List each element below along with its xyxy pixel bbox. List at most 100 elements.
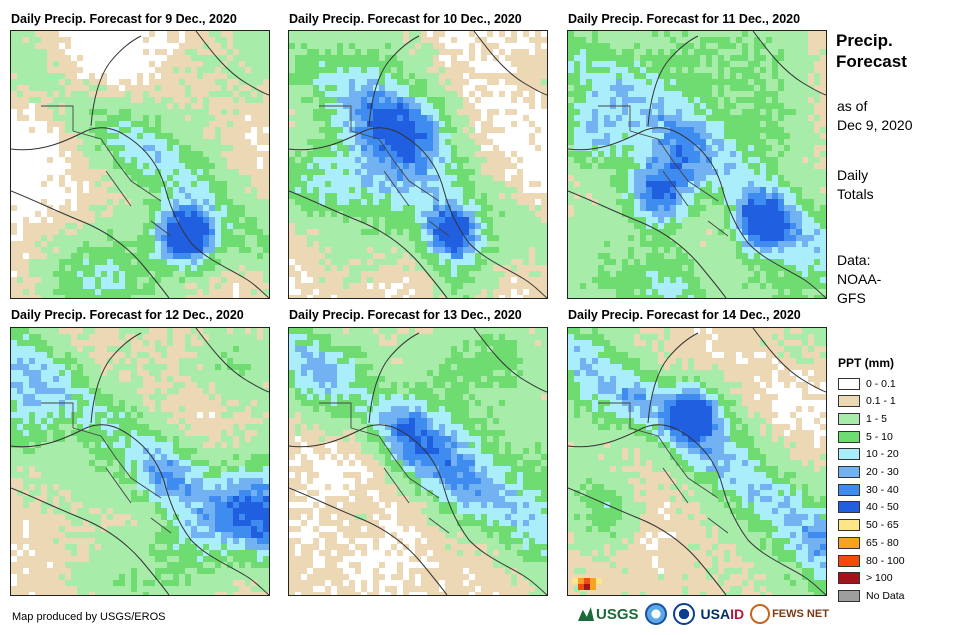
precip-cell [628,109,634,115]
precip-cell [367,61,373,67]
precip-cell [331,259,337,265]
precip-cell [592,115,598,121]
precip-cell [239,73,245,79]
precip-cell [706,217,712,223]
precip-cell [598,217,604,223]
precip-cell [95,283,101,289]
precip-cell [742,43,748,49]
precip-cell [730,103,736,109]
precip-cell [385,67,391,73]
precip-cell [149,223,155,229]
precip-cell [598,181,604,187]
precip-cell [313,163,319,169]
precip-cell [718,217,724,223]
precip-cell [640,103,646,109]
precip-cell [307,109,313,115]
precip-cell [221,187,227,193]
precip-cell [373,43,379,49]
precip-cell [221,73,227,79]
precip-cell [427,139,433,145]
precip-cell [670,139,676,145]
precip-cell [197,43,203,49]
precip-cell [367,175,373,181]
precip-cell [77,247,83,253]
precip-cell [802,37,808,43]
precip-cell [263,163,269,169]
precip-cell [331,253,337,259]
precip-cell [233,175,239,181]
precip-cell [35,211,41,217]
precip-cell [730,241,736,247]
precip-cell [191,145,197,151]
precip-cell [101,217,107,223]
precip-cell [257,97,263,103]
precip-cell [161,193,167,199]
precip-cell [568,193,574,199]
precip-cell [361,151,367,157]
precip-cell [475,205,481,211]
precip-cell [421,115,427,121]
precip-cell [670,169,676,175]
precip-cell [688,103,694,109]
precip-cell [289,157,295,163]
precip-cell [523,271,529,277]
precip-cell [529,211,535,217]
precip-cell [730,37,736,43]
precip-cell [319,31,325,37]
precip-cell [634,55,640,61]
precip-cell [640,187,646,193]
precip-cell [439,145,445,151]
precip-cell [646,229,652,235]
precip-cell [131,193,137,199]
precip-cell [143,97,149,103]
precip-cell [131,121,137,127]
precip-cell [403,139,409,145]
precip-cell [47,55,53,61]
precip-cell [173,235,179,241]
precip-cell [682,253,688,259]
precip-cell [469,31,475,37]
precip-cell [47,211,53,217]
precip-cell [433,169,439,175]
precip-cell [367,49,373,55]
precip-cell [343,241,349,247]
precip-cell [203,43,209,49]
precip-cell [574,163,580,169]
precip-cell [337,223,343,229]
precip-cell [367,55,373,61]
precip-cell [385,97,391,103]
precip-cell [814,193,820,199]
precip-cell [367,151,373,157]
precip-cell [191,199,197,205]
precip-cell [718,235,724,241]
precip-cell [131,163,137,169]
precip-cell [541,217,547,223]
precip-cell [349,235,355,241]
precip-cell [17,31,23,37]
precip-cell [748,31,754,37]
precip-cell [616,163,622,169]
precip-cell [730,61,736,67]
precip-cell [101,97,107,103]
precip-cell [700,217,706,223]
precip-cell [760,31,766,37]
precip-cell [349,211,355,217]
precip-cell [433,61,439,67]
precip-cell [373,97,379,103]
precip-cell [421,31,427,37]
precip-cell [646,247,652,253]
precip-cell [197,217,203,223]
precip-cell [131,259,137,265]
precip-cell [161,175,167,181]
precip-cell [355,43,361,49]
precip-cell [796,175,802,181]
precip-cell [772,67,778,73]
precip-cell [385,103,391,109]
precip-cell [610,169,616,175]
precip-cell [391,85,397,91]
precip-cell [718,169,724,175]
precip-cell [706,73,712,79]
precip-cell [257,289,263,295]
precip-cell [766,31,772,37]
precip-cell [403,55,409,61]
